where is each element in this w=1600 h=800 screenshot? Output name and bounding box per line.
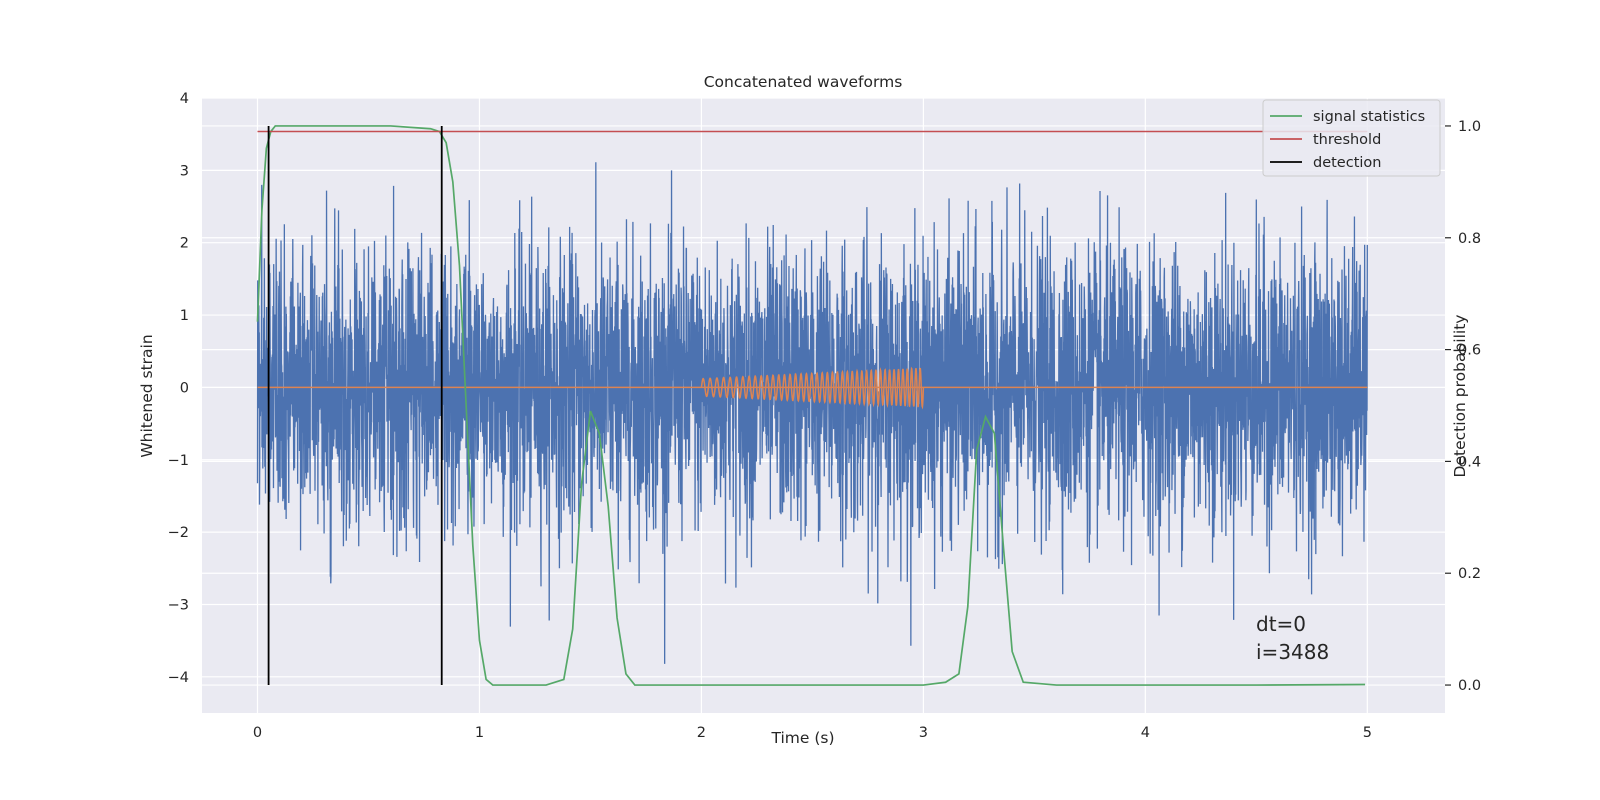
legend-label-signal-statistics: signal statistics (1313, 109, 1425, 125)
annotation-index: i=3488 (1256, 640, 1329, 664)
annotation-dt: dt=0 (1256, 612, 1306, 636)
y-left-tick-label-1: 3 (180, 163, 189, 179)
x-tick-label-1: 1 (475, 725, 484, 741)
x-tick-label-5: 5 (1363, 725, 1372, 741)
y-left-tick-label-4: 0 (180, 380, 189, 396)
legend-box (1262, 99, 1441, 177)
y-right-tick-label-1: 0.8 (1458, 231, 1481, 247)
legend: signal statistics threshold detection (1262, 99, 1441, 177)
y-left-tick-label-8: −4 (168, 670, 189, 686)
x-axis-ticks: 0 1 2 3 4 5 (253, 725, 1372, 741)
x-tick-label-4: 4 (1141, 725, 1150, 741)
plot-content (256, 125, 1368, 686)
x-tick-label-2: 2 (697, 725, 706, 741)
y-left-axis-label: Whitened strain (138, 334, 156, 457)
legend-label-threshold: threshold (1313, 132, 1381, 148)
series-injection-chirp (700, 366, 925, 410)
y-right-tick-label-3: 0.4 (1458, 454, 1481, 470)
y-right-tick-label-2: 0.6 (1458, 343, 1481, 359)
x-tick-label-3: 3 (919, 725, 928, 741)
y-left-tick-label-5: −1 (168, 453, 189, 469)
chart-title: Concatenated waveforms (704, 73, 903, 91)
y-left-tick-label-2: 2 (180, 236, 189, 252)
y-left-tick-label-3: 1 (180, 308, 189, 324)
y-right-tick-label-5: 0.0 (1458, 678, 1481, 694)
x-tick-label-0: 0 (253, 725, 262, 741)
y-left-tick-label-7: −3 (168, 597, 189, 613)
y-left-axis-ticks: 4 3 2 1 0 −1 −2 −3 −4 (168, 91, 189, 686)
y-left-tick-label-0: 4 (180, 91, 189, 107)
legend-label-detection: detection (1313, 155, 1381, 171)
y-right-tick-label-4: 0.2 (1458, 566, 1481, 582)
series-signal-statistics (256, 125, 1366, 686)
y-right-axis-ticks: 1.0 0.8 0.6 0.4 0.2 0.0 (1445, 119, 1481, 694)
x-axis-label: Time (s) (770, 729, 834, 747)
y-right-tick-label-0: 1.0 (1458, 119, 1481, 135)
y-right-axis-label: Detection probability (1451, 315, 1469, 478)
y-left-tick-label-6: −2 (168, 525, 189, 541)
series-detections (267, 125, 443, 686)
